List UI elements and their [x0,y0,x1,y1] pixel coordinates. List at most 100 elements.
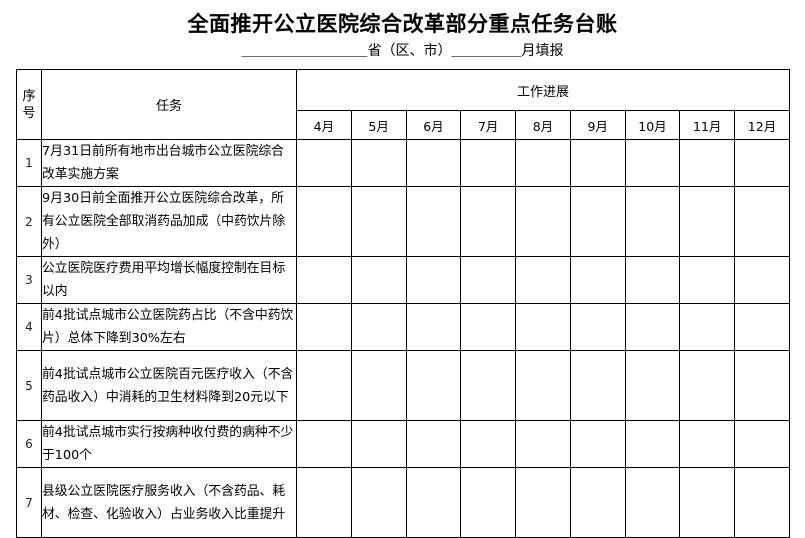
column-header-month-12: 12月 [734,110,790,140]
progress-cell-month-8[interactable] [515,139,571,187]
document-page: 全面推开公立医院综合改革部分重点任务台账 ＿＿＿＿＿＿＿＿＿省（区、市）＿＿＿＿… [0,10,805,538]
row-task: 县级公立医院医疗服务收入（不含药品、耗材、检查、化验收入）占业务收入比重提升 [41,467,297,538]
progress-cell-month-6[interactable] [405,420,462,468]
progress-cell-month-6[interactable] [405,467,462,538]
page-subtitle: ＿＿＿＿＿＿＿＿＿省（区、市）＿＿＿＿＿月填报 [241,43,564,59]
column-header-month-11: 11月 [679,110,736,140]
column-header-sequence-label: 序号 [22,88,36,121]
progress-cell-month-11[interactable] [679,350,736,421]
column-header-month-10: 10月 [624,110,681,140]
row-sequence: 5 [16,350,42,421]
progress-cell-month-4[interactable] [296,303,352,351]
progress-cell-month-5[interactable] [350,467,407,538]
progress-cell-month-8[interactable] [515,467,571,538]
row-task: 前4批试点城市实行按病种收付费的病种不少于100个 [41,420,297,468]
progress-cell-month-8[interactable] [515,186,571,257]
progress-cell-month-11[interactable] [679,467,736,538]
ledger-table: 序号 任务 工作进展 4月 5月 6月 7月 8月 9月 10月 11月 12月 [16,69,790,538]
progress-cell-month-4[interactable] [296,139,352,187]
row-task: 7月31日前所有地市出台城市公立医院综合改革实施方案 [41,139,297,187]
progress-cell-month-6[interactable] [405,256,462,304]
progress-cell-month-9[interactable] [569,139,626,187]
column-header-sequence: 序号 [16,69,42,140]
progress-cell-month-5[interactable] [350,256,407,304]
progress-cell-month-10[interactable] [624,420,681,468]
progress-cell-month-8[interactable] [515,420,571,468]
progress-cell-month-7[interactable] [460,256,517,304]
progress-cell-month-9[interactable] [569,420,626,468]
row-sequence: 2 [16,186,42,257]
progress-cell-month-7[interactable] [460,303,517,351]
progress-cell-month-7[interactable] [460,467,517,538]
progress-cell-month-10[interactable] [624,350,681,421]
column-header-month-8: 8月 [515,110,571,140]
progress-cell-month-7[interactable] [460,139,517,187]
row-sequence: 7 [16,467,42,538]
progress-cell-month-11[interactable] [679,139,736,187]
progress-cell-month-7[interactable] [460,420,517,468]
progress-cell-month-5[interactable] [350,139,407,187]
progress-cell-month-5[interactable] [350,303,407,351]
progress-cell-month-12[interactable] [734,467,790,538]
progress-cell-month-5[interactable] [350,186,407,257]
progress-cell-month-11[interactable] [679,303,736,351]
progress-cell-month-4[interactable] [296,350,352,421]
progress-cell-month-8[interactable] [515,350,571,421]
progress-cell-month-7[interactable] [460,186,517,257]
table-header-row-2: 4月 5月 6月 7月 8月 9月 10月 11月 12月 [17,110,790,140]
progress-cell-month-4[interactable] [296,186,352,257]
progress-cell-month-9[interactable] [569,467,626,538]
column-header-month-4: 4月 [296,110,352,140]
progress-cell-month-10[interactable] [624,303,681,351]
progress-cell-month-12[interactable] [734,303,790,351]
row-task: 前4批试点城市公立医院药占比（不含中药饮片）总体下降到30%左右 [41,303,297,351]
progress-cell-month-4[interactable] [296,420,352,468]
ledger-table-wrapper: 序号 任务 工作进展 4月 5月 6月 7月 8月 9月 10月 11月 12月 [0,69,805,538]
progress-cell-month-4[interactable] [296,467,352,538]
progress-cell-month-11[interactable] [679,256,736,304]
progress-cell-month-11[interactable] [679,186,736,257]
column-header-month-9: 9月 [569,110,626,140]
column-header-task: 任务 [41,69,297,140]
row-sequence: 6 [16,420,42,468]
table-row: 2 9月30日前全面推开公立医院综合改革，所有公立医院全部取消药品加成（中药饮片… [16,186,790,257]
progress-cell-month-4[interactable] [296,256,352,304]
progress-cell-month-12[interactable] [734,420,790,468]
progress-cell-month-10[interactable] [624,139,681,187]
column-header-month-5: 5月 [350,110,407,140]
progress-cell-month-9[interactable] [569,186,626,257]
progress-cell-month-6[interactable] [405,303,462,351]
progress-cell-month-12[interactable] [734,256,790,304]
progress-cell-month-12[interactable] [734,139,790,187]
progress-cell-month-10[interactable] [624,467,681,538]
row-task: 9月30日前全面推开公立医院综合改革，所有公立医院全部取消药品加成（中药饮片除外… [41,186,297,257]
progress-cell-month-5[interactable] [350,350,407,421]
progress-cell-month-10[interactable] [624,256,681,304]
progress-cell-month-10[interactable] [624,186,681,257]
page-title: 全面推开公立医院综合改革部分重点任务台账 [187,12,618,36]
progress-cell-month-9[interactable] [569,350,626,421]
progress-cell-month-5[interactable] [350,420,407,468]
progress-cell-month-12[interactable] [734,186,790,257]
progress-cell-month-8[interactable] [515,303,571,351]
progress-cell-month-9[interactable] [569,303,626,351]
progress-cell-month-6[interactable] [405,139,462,187]
table-body: 1 7月31日前所有地市出台城市公立医院综合改革实施方案 2 9月30日前全面推… [16,139,790,538]
table-header-row-1: 序号 任务 工作进展 [16,69,790,140]
progress-cell-month-6[interactable] [405,350,462,421]
progress-cell-month-12[interactable] [734,350,790,421]
column-header-month-6: 6月 [405,110,462,140]
progress-cell-month-9[interactable] [569,256,626,304]
row-task: 前4批试点城市公立医院百元医疗收入（不含药品收入）中消耗的卫生材料降到20元以下 [41,350,297,421]
table-row: 3 公立医院医疗费用平均增长幅度控制在目标以内 [16,256,790,304]
progress-cell-month-6[interactable] [405,186,462,257]
table-row: 1 7月31日前所有地市出台城市公立医院综合改革实施方案 [16,139,790,187]
progress-cell-month-7[interactable] [460,350,517,421]
progress-cell-month-11[interactable] [679,420,736,468]
table-row: 7 县级公立医院医疗服务收入（不含药品、耗材、检查、化验收入）占业务收入比重提升 [16,467,790,538]
column-header-progress: 工作进展 [296,69,790,111]
row-sequence: 1 [16,139,42,187]
row-sequence: 4 [16,303,42,351]
table-header: 序号 任务 工作进展 4月 5月 6月 7月 8月 9月 10月 11月 12月 [16,69,790,140]
progress-cell-month-8[interactable] [515,256,571,304]
